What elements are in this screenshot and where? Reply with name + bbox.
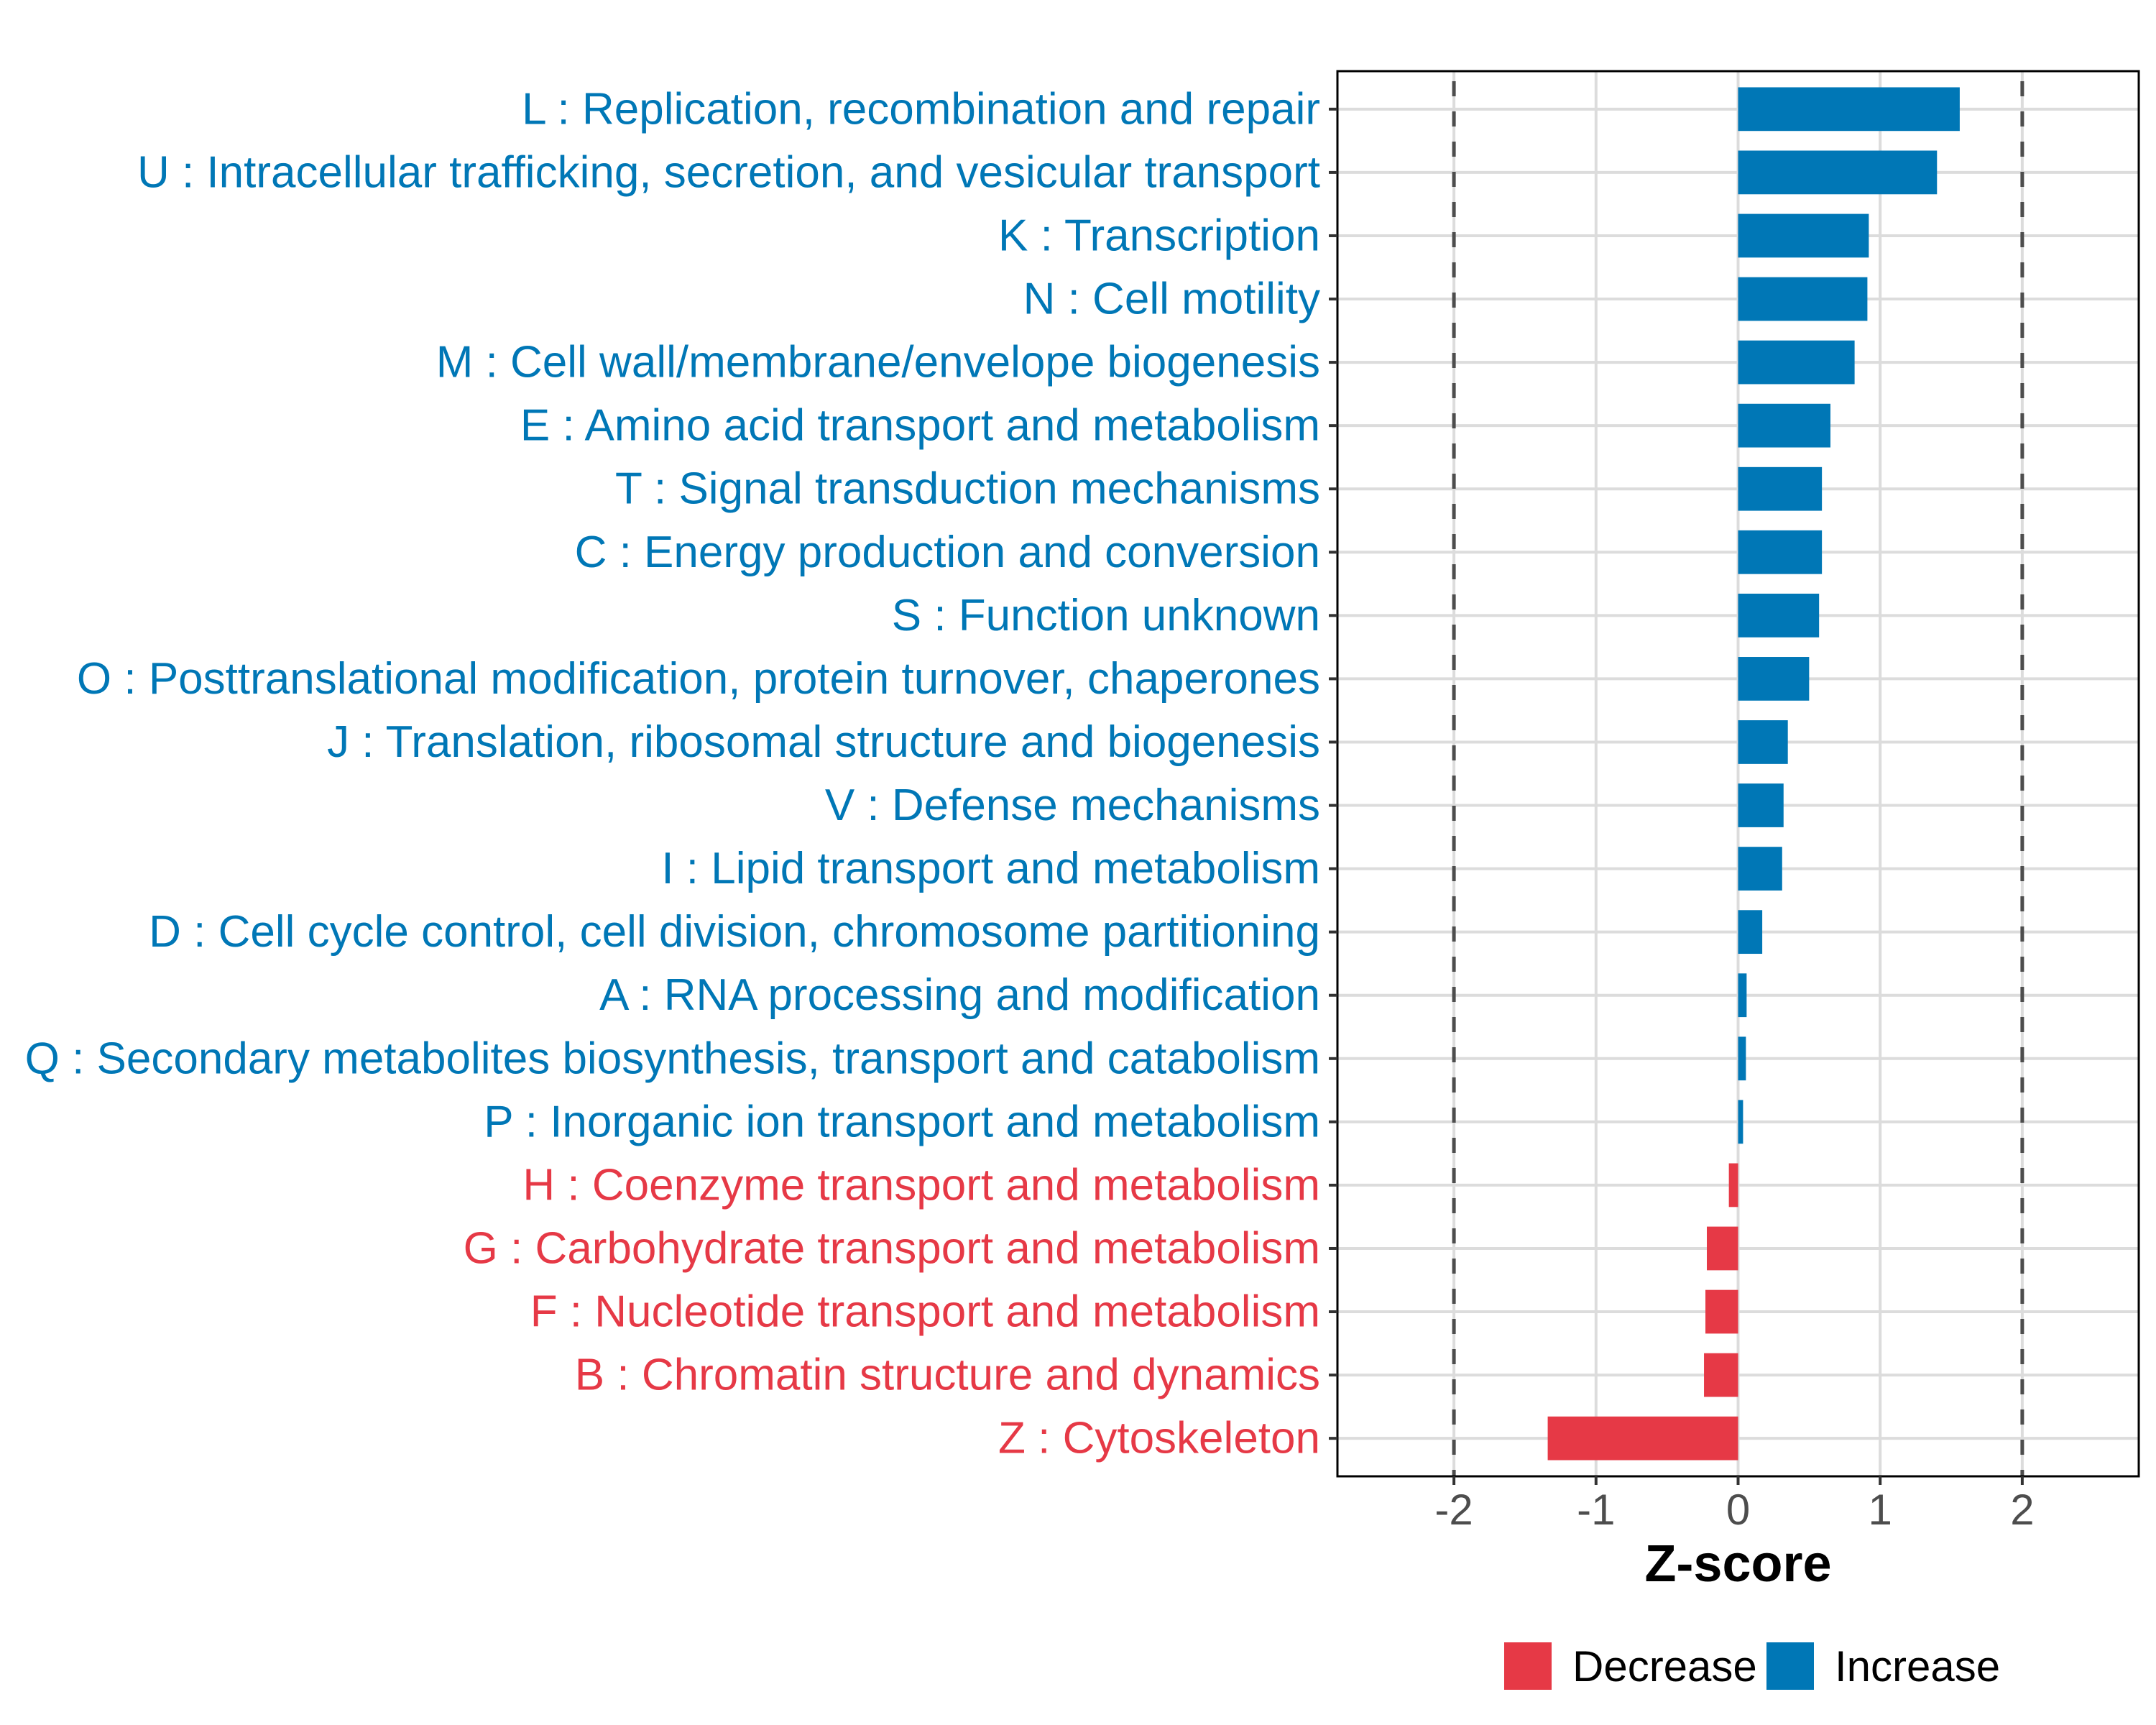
y-tick-label: D : Cell cycle control, cell division, c… [149, 907, 1320, 957]
bar [1738, 1100, 1743, 1144]
y-tick-label: E : Amino acid transport and metabolism [520, 401, 1320, 451]
legend-label: Decrease [1572, 1642, 1757, 1690]
y-tick-label: N : Cell motility [1023, 275, 1320, 324]
bar [1707, 1226, 1738, 1271]
bar [1738, 720, 1788, 764]
bars [1547, 87, 1960, 1460]
y-tick-label: J : Translation, ribosomal structure and… [327, 717, 1320, 767]
y-tick-label: L : Replication, recombination and repai… [522, 84, 1320, 134]
y-tick-label: A : RNA processing and modification [599, 970, 1320, 1020]
bar [1738, 213, 1869, 258]
bar [1738, 403, 1831, 448]
bar [1705, 1289, 1738, 1334]
y-tick-label: P : Inorganic ion transport and metaboli… [484, 1097, 1320, 1146]
bar [1704, 1353, 1738, 1397]
bar [1738, 1036, 1746, 1081]
bar [1738, 150, 1938, 195]
legend-swatch [1504, 1642, 1552, 1690]
y-axis: L : Replication, recombination and repai… [25, 84, 1337, 1463]
legend-item-decrease: Decrease [1504, 1642, 1757, 1690]
y-tick-label: F : Nucleotide transport and metabolism [530, 1287, 1320, 1337]
bar [1738, 593, 1820, 638]
x-tick-label: 0 [1726, 1486, 1750, 1534]
y-tick-label: U : Intracellular trafficking, secretion… [137, 147, 1320, 197]
y-tick-label: M : Cell wall/membrane/envelope biogenes… [436, 338, 1320, 387]
bar [1738, 277, 1868, 321]
bar [1738, 466, 1823, 511]
y-tick-label: Q : Secondary metabolites biosynthesis, … [25, 1034, 1320, 1083]
x-tick-label: -2 [1434, 1486, 1473, 1534]
y-tick-label: H : Coenzyme transport and metabolism [522, 1160, 1320, 1210]
y-tick-label: B : Chromatin structure and dynamics [575, 1351, 1320, 1400]
bar [1738, 910, 1763, 954]
y-tick-label: Z : Cytoskeleton [998, 1414, 1320, 1463]
y-tick-label: S : Function unknown [892, 591, 1320, 640]
bar [1738, 340, 1855, 385]
bar [1738, 87, 1960, 132]
bar [1738, 657, 1810, 701]
legend-label: Increase [1835, 1642, 2000, 1690]
y-tick-label: I : Lipid transport and metabolism [661, 844, 1320, 893]
bar [1728, 1163, 1738, 1208]
bar [1738, 783, 1784, 827]
y-tick-label: O : Posttranslational modification, prot… [77, 654, 1320, 704]
x-axis: -2 -1 0 1 2 [1434, 1476, 2035, 1534]
y-tick-label: K : Transcription [998, 211, 1320, 260]
y-tick-label: V : Defense mechanisms [825, 781, 1320, 830]
y-tick-label: G : Carbohydrate transport and metabolis… [464, 1223, 1320, 1273]
x-tick-label: 1 [1869, 1486, 1892, 1534]
legend-item-increase: Increase [1766, 1642, 2000, 1690]
reference-lines [1452, 71, 2024, 1476]
x-axis-title: Z-score [1644, 1535, 1831, 1593]
bar [1738, 973, 1747, 1018]
legend-swatch [1766, 1642, 1814, 1690]
y-tick-label: C : Energy production and conversion [575, 528, 1320, 577]
bar [1738, 530, 1823, 574]
x-tick-label: 2 [2010, 1486, 2034, 1534]
legend: Decrease Increase [1504, 1642, 2000, 1690]
y-tick-label: T : Signal transduction mechanisms [615, 464, 1320, 514]
bar [1547, 1416, 1738, 1460]
bar [1738, 847, 1782, 891]
x-tick-label: -1 [1577, 1486, 1615, 1534]
